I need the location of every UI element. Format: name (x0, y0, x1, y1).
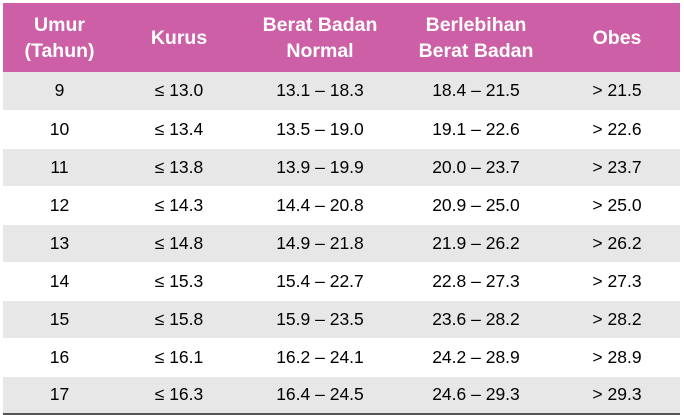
normal-cell: 15.4 – 22.7 (242, 262, 398, 301)
table-body: 9 ≤ 13.0 13.1 – 18.3 18.4 – 21.5 > 21.5 10 ≤ 1… (3, 72, 680, 415)
normal-cell: 14.4 – 20.8 (242, 186, 398, 225)
bmi-table: Umur (Tahun) Kurus Berat Badan Normal Be… (3, 3, 680, 415)
normal-cell: 16.2 – 24.1 (242, 338, 398, 377)
age-cell: 9 (3, 72, 116, 111)
header-age: Umur (Tahun) (3, 3, 116, 72)
header-overweight-line2: Berat Badan (418, 39, 534, 62)
overweight-cell: 24.2 – 28.9 (398, 338, 554, 377)
normal-cell: 13.9 – 19.9 (242, 148, 398, 187)
age-cell: 13 (3, 224, 116, 263)
table-row: 10 ≤ 13.4 13.5 – 19.0 19.1 – 22.6 > 22.6 (3, 110, 680, 149)
underweight-cell: ≤ 14.3 (116, 186, 242, 225)
table-row: 9 ≤ 13.0 13.1 – 18.3 18.4 – 21.5 > 21.5 (3, 72, 680, 111)
header-obese: Obes (554, 3, 680, 72)
header-normal-line1: Berat Badan (262, 13, 378, 36)
age-cell: 11 (3, 148, 116, 187)
overweight-cell: 19.1 – 22.6 (398, 110, 554, 149)
age-cell: 15 (3, 300, 116, 339)
obese-cell: > 29.3 (554, 376, 680, 415)
normal-cell: 16.4 – 24.5 (242, 376, 398, 415)
underweight-cell: ≤ 13.8 (116, 148, 242, 187)
underweight-cell: ≤ 15.8 (116, 300, 242, 339)
table-row: 16 ≤ 16.1 16.2 – 24.1 24.2 – 28.9 > 28.9 (3, 338, 680, 377)
age-cell: 12 (3, 186, 116, 225)
table-row: 14 ≤ 15.3 15.4 – 22.7 22.8 – 27.3 > 27.3 (3, 262, 680, 301)
overweight-cell: 22.8 – 27.3 (398, 262, 554, 301)
overweight-cell: 24.6 – 29.3 (398, 376, 554, 415)
obese-cell: > 26.2 (554, 224, 680, 263)
overweight-cell: 18.4 – 21.5 (398, 72, 554, 111)
header-obese-label: Obes (592, 26, 642, 49)
underweight-cell: ≤ 15.3 (116, 262, 242, 301)
header-row: Umur (Tahun) Kurus Berat Badan Normal Be… (3, 3, 680, 72)
bmi-table-container: Umur (Tahun) Kurus Berat Badan Normal Be… (3, 3, 680, 415)
age-cell: 17 (3, 376, 116, 415)
obese-cell: > 22.6 (554, 110, 680, 149)
overweight-cell: 23.6 – 28.2 (398, 300, 554, 339)
underweight-cell: ≤ 14.8 (116, 224, 242, 263)
table-row: 17 ≤ 16.3 16.4 – 24.5 24.6 – 29.3 > 29.3 (3, 376, 680, 415)
underweight-cell: ≤ 16.1 (116, 338, 242, 377)
obese-cell: > 27.3 (554, 262, 680, 301)
obese-cell: > 21.5 (554, 72, 680, 111)
table-row: 11 ≤ 13.8 13.9 – 19.9 20.0 – 23.7 > 23.7 (3, 148, 680, 187)
underweight-cell: ≤ 13.0 (116, 72, 242, 111)
header-age-line1: Umur (34, 13, 85, 36)
table-header: Umur (Tahun) Kurus Berat Badan Normal Be… (3, 3, 680, 72)
normal-cell: 14.9 – 21.8 (242, 224, 398, 263)
age-cell: 14 (3, 262, 116, 301)
header-overweight-line1: Berlebihan (425, 13, 527, 36)
normal-cell: 13.1 – 18.3 (242, 72, 398, 111)
table-row: 15 ≤ 15.8 15.9 – 23.5 23.6 – 28.2 > 28.2 (3, 300, 680, 339)
underweight-cell: ≤ 13.4 (116, 110, 242, 149)
header-overweight: Berlebihan Berat Badan (398, 3, 554, 72)
obese-cell: > 28.9 (554, 338, 680, 377)
normal-cell: 15.9 – 23.5 (242, 300, 398, 339)
overweight-cell: 20.9 – 25.0 (398, 186, 554, 225)
table-row: 12 ≤ 14.3 14.4 – 20.8 20.9 – 25.0 > 25.0 (3, 186, 680, 225)
header-normal-weight: Berat Badan Normal (242, 3, 398, 72)
header-normal-line2: Normal (286, 39, 354, 62)
header-underweight: Kurus (116, 3, 242, 72)
overweight-cell: 21.9 – 26.2 (398, 224, 554, 263)
obese-cell: > 28.2 (554, 300, 680, 339)
obese-cell: > 23.7 (554, 148, 680, 187)
underweight-cell: ≤ 16.3 (116, 376, 242, 415)
overweight-cell: 20.0 – 23.7 (398, 148, 554, 187)
normal-cell: 13.5 – 19.0 (242, 110, 398, 149)
header-age-line2: (Tahun) (24, 39, 95, 62)
age-cell: 16 (3, 338, 116, 377)
age-cell: 10 (3, 110, 116, 149)
obese-cell: > 25.0 (554, 186, 680, 225)
header-underweight-label: Kurus (150, 26, 208, 49)
table-row: 13 ≤ 14.8 14.9 – 21.8 21.9 – 26.2 > 26.2 (3, 224, 680, 263)
